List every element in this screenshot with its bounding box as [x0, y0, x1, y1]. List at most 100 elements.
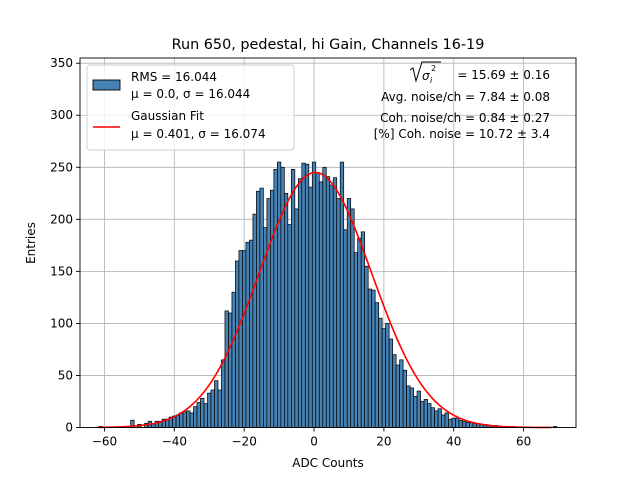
histogram-bar — [437, 408, 442, 428]
y-axis-label: Entries — [24, 222, 38, 264]
annotation-avg-noise: Avg. noise/ch = 7.84 ± 0.08 — [381, 90, 550, 104]
histogram-bar — [245, 241, 250, 428]
histogram-bar — [175, 414, 180, 428]
histogram-bar — [311, 161, 317, 428]
x-tick-label: −40 — [162, 435, 187, 449]
legend-entry-rms: RMS = 16.044 — [131, 70, 217, 84]
histogram-bar — [378, 317, 383, 428]
legend-entry-fit: Gaussian Fit — [131, 109, 204, 123]
legend-box — [86, 64, 295, 151]
histogram-bar — [360, 231, 366, 428]
histogram-bar — [371, 289, 376, 428]
histogram-bar — [364, 265, 369, 428]
histogram-bar — [451, 417, 456, 428]
histogram-bar — [273, 169, 278, 428]
histogram-bar — [238, 250, 243, 428]
histogram-bar — [430, 407, 435, 428]
histogram-bar — [392, 354, 397, 428]
histogram-bar — [388, 338, 393, 428]
histogram-bar — [406, 385, 411, 428]
histogram-bar — [343, 229, 348, 428]
histogram-bar — [301, 162, 306, 428]
histogram-bar — [231, 291, 236, 428]
histogram-bar — [210, 389, 215, 428]
histogram-bar — [462, 420, 467, 428]
histogram-bar — [207, 392, 212, 428]
histogram-bar — [214, 380, 219, 428]
x-tick-label: 60 — [516, 435, 531, 449]
histogram-bar — [203, 403, 208, 428]
histogram-bar — [186, 410, 191, 428]
histogram-bar — [200, 398, 205, 428]
x-tick-label: 0 — [310, 435, 318, 449]
histogram-bar — [294, 208, 299, 428]
histogram-bar — [465, 421, 470, 428]
legend-bar-symbol — [92, 79, 121, 91]
histogram-bar — [182, 411, 187, 428]
sigma-subscript: i — [430, 76, 433, 85]
histogram-bar — [304, 163, 310, 428]
histogram-bar — [441, 414, 446, 428]
x-axis-ticks: −60 −40 −20 0 20 40 60 — [92, 427, 531, 449]
histogram-bar — [458, 419, 463, 428]
histogram-bar — [297, 178, 303, 428]
histogram-bar — [350, 208, 355, 428]
y-axis-ticks: 0 50 100 150 200 250 300 350 — [50, 56, 80, 435]
histogram-bar — [280, 166, 285, 428]
histogram-bar — [399, 359, 404, 428]
histogram-bar — [444, 412, 449, 428]
histogram-bar — [266, 198, 271, 428]
histogram-bar — [413, 395, 418, 428]
histogram-bar — [416, 390, 421, 428]
histogram-bar — [287, 224, 292, 428]
histogram-bar — [217, 389, 222, 428]
x-axis-label: ADC Counts — [292, 456, 364, 470]
histogram-bar — [242, 250, 247, 428]
histogram-bar — [290, 169, 296, 428]
histogram-bar — [228, 312, 233, 428]
y-tick-label: 100 — [50, 316, 73, 330]
sigma-superscript: 2 — [431, 64, 436, 73]
annotation-coh-noise-percent: [%] Coh. noise = 10.72 ± 3.4 — [374, 127, 550, 141]
legend: RMS = 16.044 μ = 0.0, σ = 16.044 Gaussia… — [86, 64, 295, 151]
histogram-bar — [455, 417, 460, 428]
histogram-bar — [270, 189, 275, 428]
histogram-bar — [346, 198, 352, 428]
histogram-bar — [385, 323, 390, 428]
plot-frame — [79, 57, 577, 428]
histogram-bar — [196, 402, 201, 428]
histogram-bar — [367, 288, 373, 428]
histogram-bar — [448, 418, 453, 428]
noise-annotations: σ i 2 = 15.69 ± 0.16 Avg. noise/ch = 7.8… — [374, 61, 550, 141]
histogram-bar — [259, 187, 264, 428]
x-tick-label: 40 — [446, 435, 461, 449]
histogram-bar — [434, 410, 439, 428]
histogram-bar — [409, 387, 414, 428]
y-tick-label: 350 — [50, 56, 73, 70]
histogram-bar — [224, 310, 229, 428]
histogram-bar — [332, 177, 338, 428]
y-tick-label: 50 — [58, 368, 73, 382]
histogram-bar — [395, 364, 400, 428]
chart-title: Run 650, pedestal, hi Gain, Channels 16-… — [172, 37, 485, 53]
x-tick-label: 20 — [376, 435, 391, 449]
annotation-sqrt-sigma: = 15.69 ± 0.16 — [457, 68, 550, 82]
histogram-bar — [353, 252, 359, 428]
annotation-coh-noise: Coh. noise/ch = 0.84 ± 0.27 — [380, 111, 550, 125]
histogram-bar — [322, 166, 327, 428]
legend-entry-rms-stats: μ = 0.0, σ = 16.044 — [131, 87, 250, 101]
histogram-bar — [318, 181, 324, 428]
histogram-bar — [325, 176, 331, 428]
x-tick-label: −60 — [92, 435, 117, 449]
histogram-bar — [336, 198, 341, 428]
histogram-bar — [402, 369, 407, 428]
y-tick-label: 200 — [50, 212, 73, 226]
x-tick-label: −20 — [232, 435, 257, 449]
y-tick-label: 250 — [50, 160, 73, 174]
histogram-bar — [427, 403, 432, 428]
gaussian-fit-curve — [97, 171, 552, 429]
histogram-bar — [329, 184, 334, 428]
sqrt-sigma-symbol: σ i 2 — [409, 61, 441, 85]
histogram-bar — [283, 192, 289, 428]
